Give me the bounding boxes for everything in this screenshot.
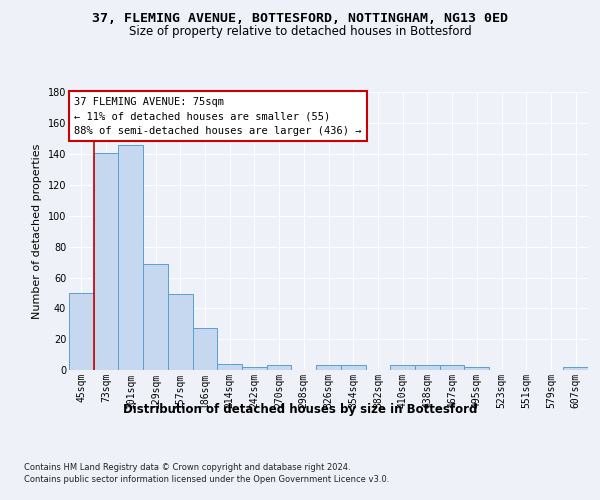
Bar [217, 364, 242, 370]
Bar [341, 366, 365, 370]
Bar [440, 366, 464, 370]
Bar [316, 366, 341, 370]
Bar [94, 152, 118, 370]
Bar [415, 366, 440, 370]
Bar [390, 366, 415, 370]
Bar [242, 367, 267, 370]
Y-axis label: Number of detached properties: Number of detached properties [32, 144, 42, 319]
Bar [464, 367, 489, 370]
Bar [168, 294, 193, 370]
Text: Size of property relative to detached houses in Bottesford: Size of property relative to detached ho… [128, 25, 472, 38]
Bar [267, 366, 292, 370]
Text: 37 FLEMING AVENUE: 75sqm
← 11% of detached houses are smaller (55)
88% of semi-d: 37 FLEMING AVENUE: 75sqm ← 11% of detach… [74, 96, 362, 136]
Bar [118, 145, 143, 370]
Bar [69, 293, 94, 370]
Text: Contains HM Land Registry data © Crown copyright and database right 2024.: Contains HM Land Registry data © Crown c… [24, 462, 350, 471]
Text: Contains public sector information licensed under the Open Government Licence v3: Contains public sector information licen… [24, 475, 389, 484]
Bar [563, 367, 588, 370]
Text: Distribution of detached houses by size in Bottesford: Distribution of detached houses by size … [123, 402, 477, 415]
Bar [143, 264, 168, 370]
Text: 37, FLEMING AVENUE, BOTTESFORD, NOTTINGHAM, NG13 0ED: 37, FLEMING AVENUE, BOTTESFORD, NOTTINGH… [92, 12, 508, 26]
Bar [193, 328, 217, 370]
